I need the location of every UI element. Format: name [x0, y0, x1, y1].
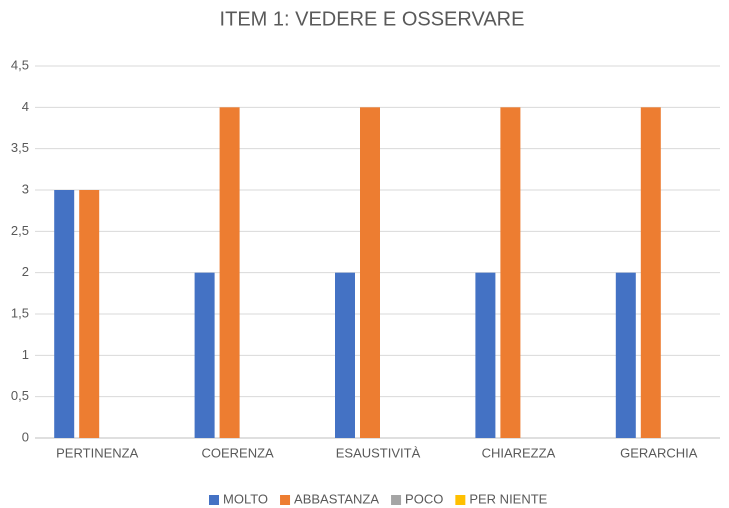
legend-swatch: [455, 495, 466, 505]
legend-swatch: [209, 495, 219, 505]
y-tick-label: 2: [22, 264, 29, 279]
bar: [640, 107, 661, 438]
chart-title: ITEM 1: VEDERE E OSSERVARE: [220, 8, 525, 30]
x-tick-label: CHIAREZZA: [482, 445, 556, 460]
bar: [194, 272, 215, 438]
y-tick-label: 4: [22, 99, 29, 114]
legend-label: POCO: [405, 491, 443, 506]
y-tick-label: 2,5: [11, 223, 29, 238]
x-tick-label: ESAUSTIVITÀ: [336, 445, 421, 460]
bar: [500, 107, 521, 438]
bar: [475, 272, 496, 438]
bar: [360, 107, 380, 438]
legend-label: PER NIENTE: [469, 491, 547, 506]
y-tick-label: 3,5: [11, 140, 29, 155]
y-tick-label: 1: [22, 347, 29, 362]
y-tick-label: 0: [22, 429, 29, 444]
bar: [219, 107, 240, 438]
bar: [54, 190, 75, 438]
x-tick-label: PERTINENZA: [56, 445, 138, 460]
y-tick-label: 0,5: [11, 388, 29, 403]
legend-label: MOLTO: [223, 491, 268, 506]
y-tick-label: 1,5: [11, 305, 29, 320]
bar: [615, 272, 636, 438]
bar: [335, 272, 355, 438]
legend-label: ABBASTANZA: [294, 491, 379, 506]
legend-swatch: [280, 495, 291, 505]
legend-swatch: [391, 495, 402, 505]
x-tick-label: GERARCHIA: [620, 445, 698, 460]
bar: [79, 190, 100, 438]
x-tick-label: COERENZA: [201, 445, 274, 460]
y-tick-label: 4,5: [11, 57, 29, 72]
y-tick-label: 3: [22, 181, 29, 196]
